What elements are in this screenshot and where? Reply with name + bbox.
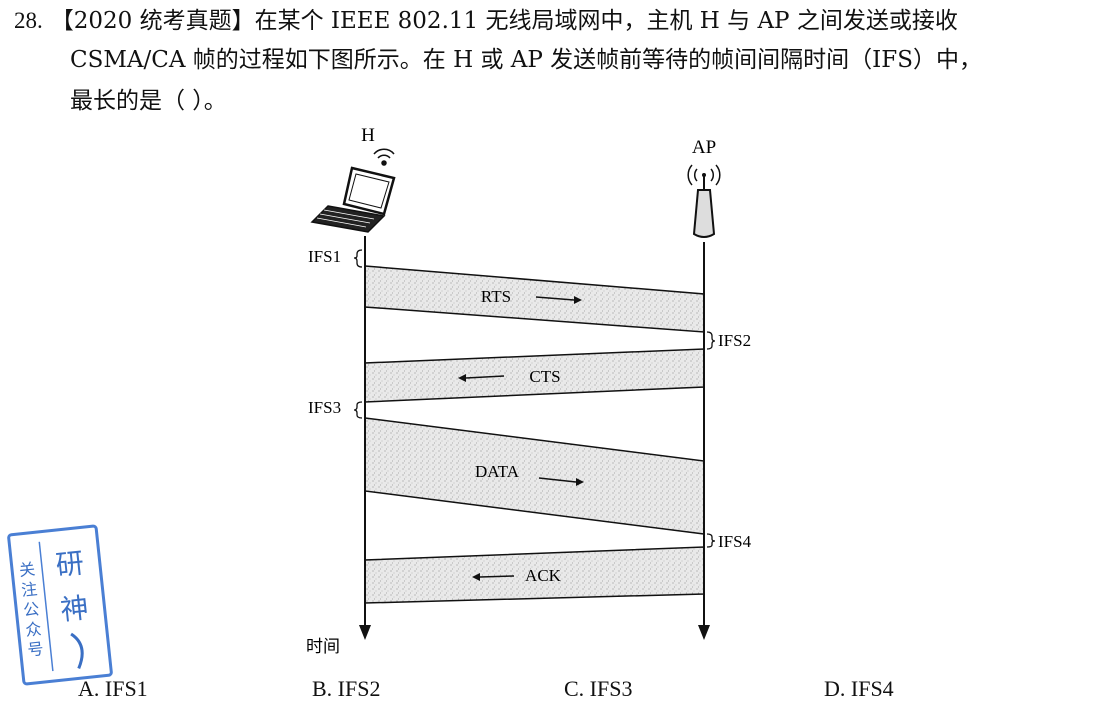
ifs3-brace bbox=[353, 401, 363, 419]
svg-text:关: 关 bbox=[18, 559, 36, 580]
rts-arrow-icon bbox=[535, 296, 582, 304]
data-frame bbox=[364, 417, 705, 535]
time-axis-label: 时间 bbox=[306, 637, 340, 657]
data-arrow-icon bbox=[538, 477, 584, 486]
question-line-3: 最长的是（ ）。 bbox=[70, 88, 227, 114]
host-time-arrow bbox=[359, 625, 371, 640]
svg-text:注: 注 bbox=[20, 579, 38, 600]
ifs2-label: IFS2 bbox=[718, 331, 751, 350]
option-b[interactable]: B. IFS2 bbox=[312, 676, 381, 701]
ap-time-arrow bbox=[698, 625, 710, 640]
ifs1-brace bbox=[353, 249, 363, 268]
svg-text:神: 神 bbox=[59, 591, 90, 627]
question-line-2: CSMA/CA 帧的过程如下图所示。在 H 或 AP 发送帧前等待的帧间间隔时间… bbox=[70, 47, 982, 73]
ack-label: ACK bbox=[525, 566, 562, 585]
rts-label: RTS bbox=[481, 287, 511, 306]
ap-signal-icon bbox=[687, 164, 721, 186]
option-c[interactable]: C. IFS3 bbox=[564, 676, 633, 701]
question-line-1: 28. 【2020 统考真题】在某个 IEEE 802.11 无线局域网中，主机 … bbox=[14, 6, 958, 36]
question-text-1: 【2020 统考真题】在某个 IEEE 802.11 无线局域网中，主机 H 与… bbox=[50, 8, 958, 34]
wifi-signal-icon bbox=[373, 148, 395, 166]
svg-text:研: 研 bbox=[54, 546, 85, 582]
host-label: H bbox=[361, 125, 375, 146]
ifs4-label: IFS4 bbox=[718, 532, 752, 551]
svg-text:公: 公 bbox=[22, 599, 40, 620]
question-number: 28. bbox=[14, 8, 43, 33]
data-label: DATA bbox=[475, 462, 520, 481]
svg-text:号: 号 bbox=[27, 639, 45, 660]
ap-label: AP bbox=[692, 137, 716, 158]
option-d[interactable]: D. IFS4 bbox=[824, 676, 894, 701]
ifs1-label: IFS1 bbox=[308, 247, 341, 266]
watermark-stamp: 关 注 公 众 号 研 神 bbox=[7, 524, 113, 686]
laptop-icon bbox=[310, 166, 396, 233]
option-a[interactable]: A. IFS1 bbox=[78, 676, 148, 701]
ack-arrow-icon bbox=[472, 573, 515, 581]
rts-frame bbox=[364, 265, 705, 333]
cts-arrow-icon bbox=[458, 374, 505, 382]
ifs2-brace bbox=[706, 331, 716, 350]
svg-text:众: 众 bbox=[24, 619, 42, 640]
access-point-icon bbox=[692, 173, 716, 238]
cts-label: CTS bbox=[529, 367, 560, 386]
ifs4-brace bbox=[706, 533, 716, 548]
ifs3-label: IFS3 bbox=[308, 398, 341, 417]
